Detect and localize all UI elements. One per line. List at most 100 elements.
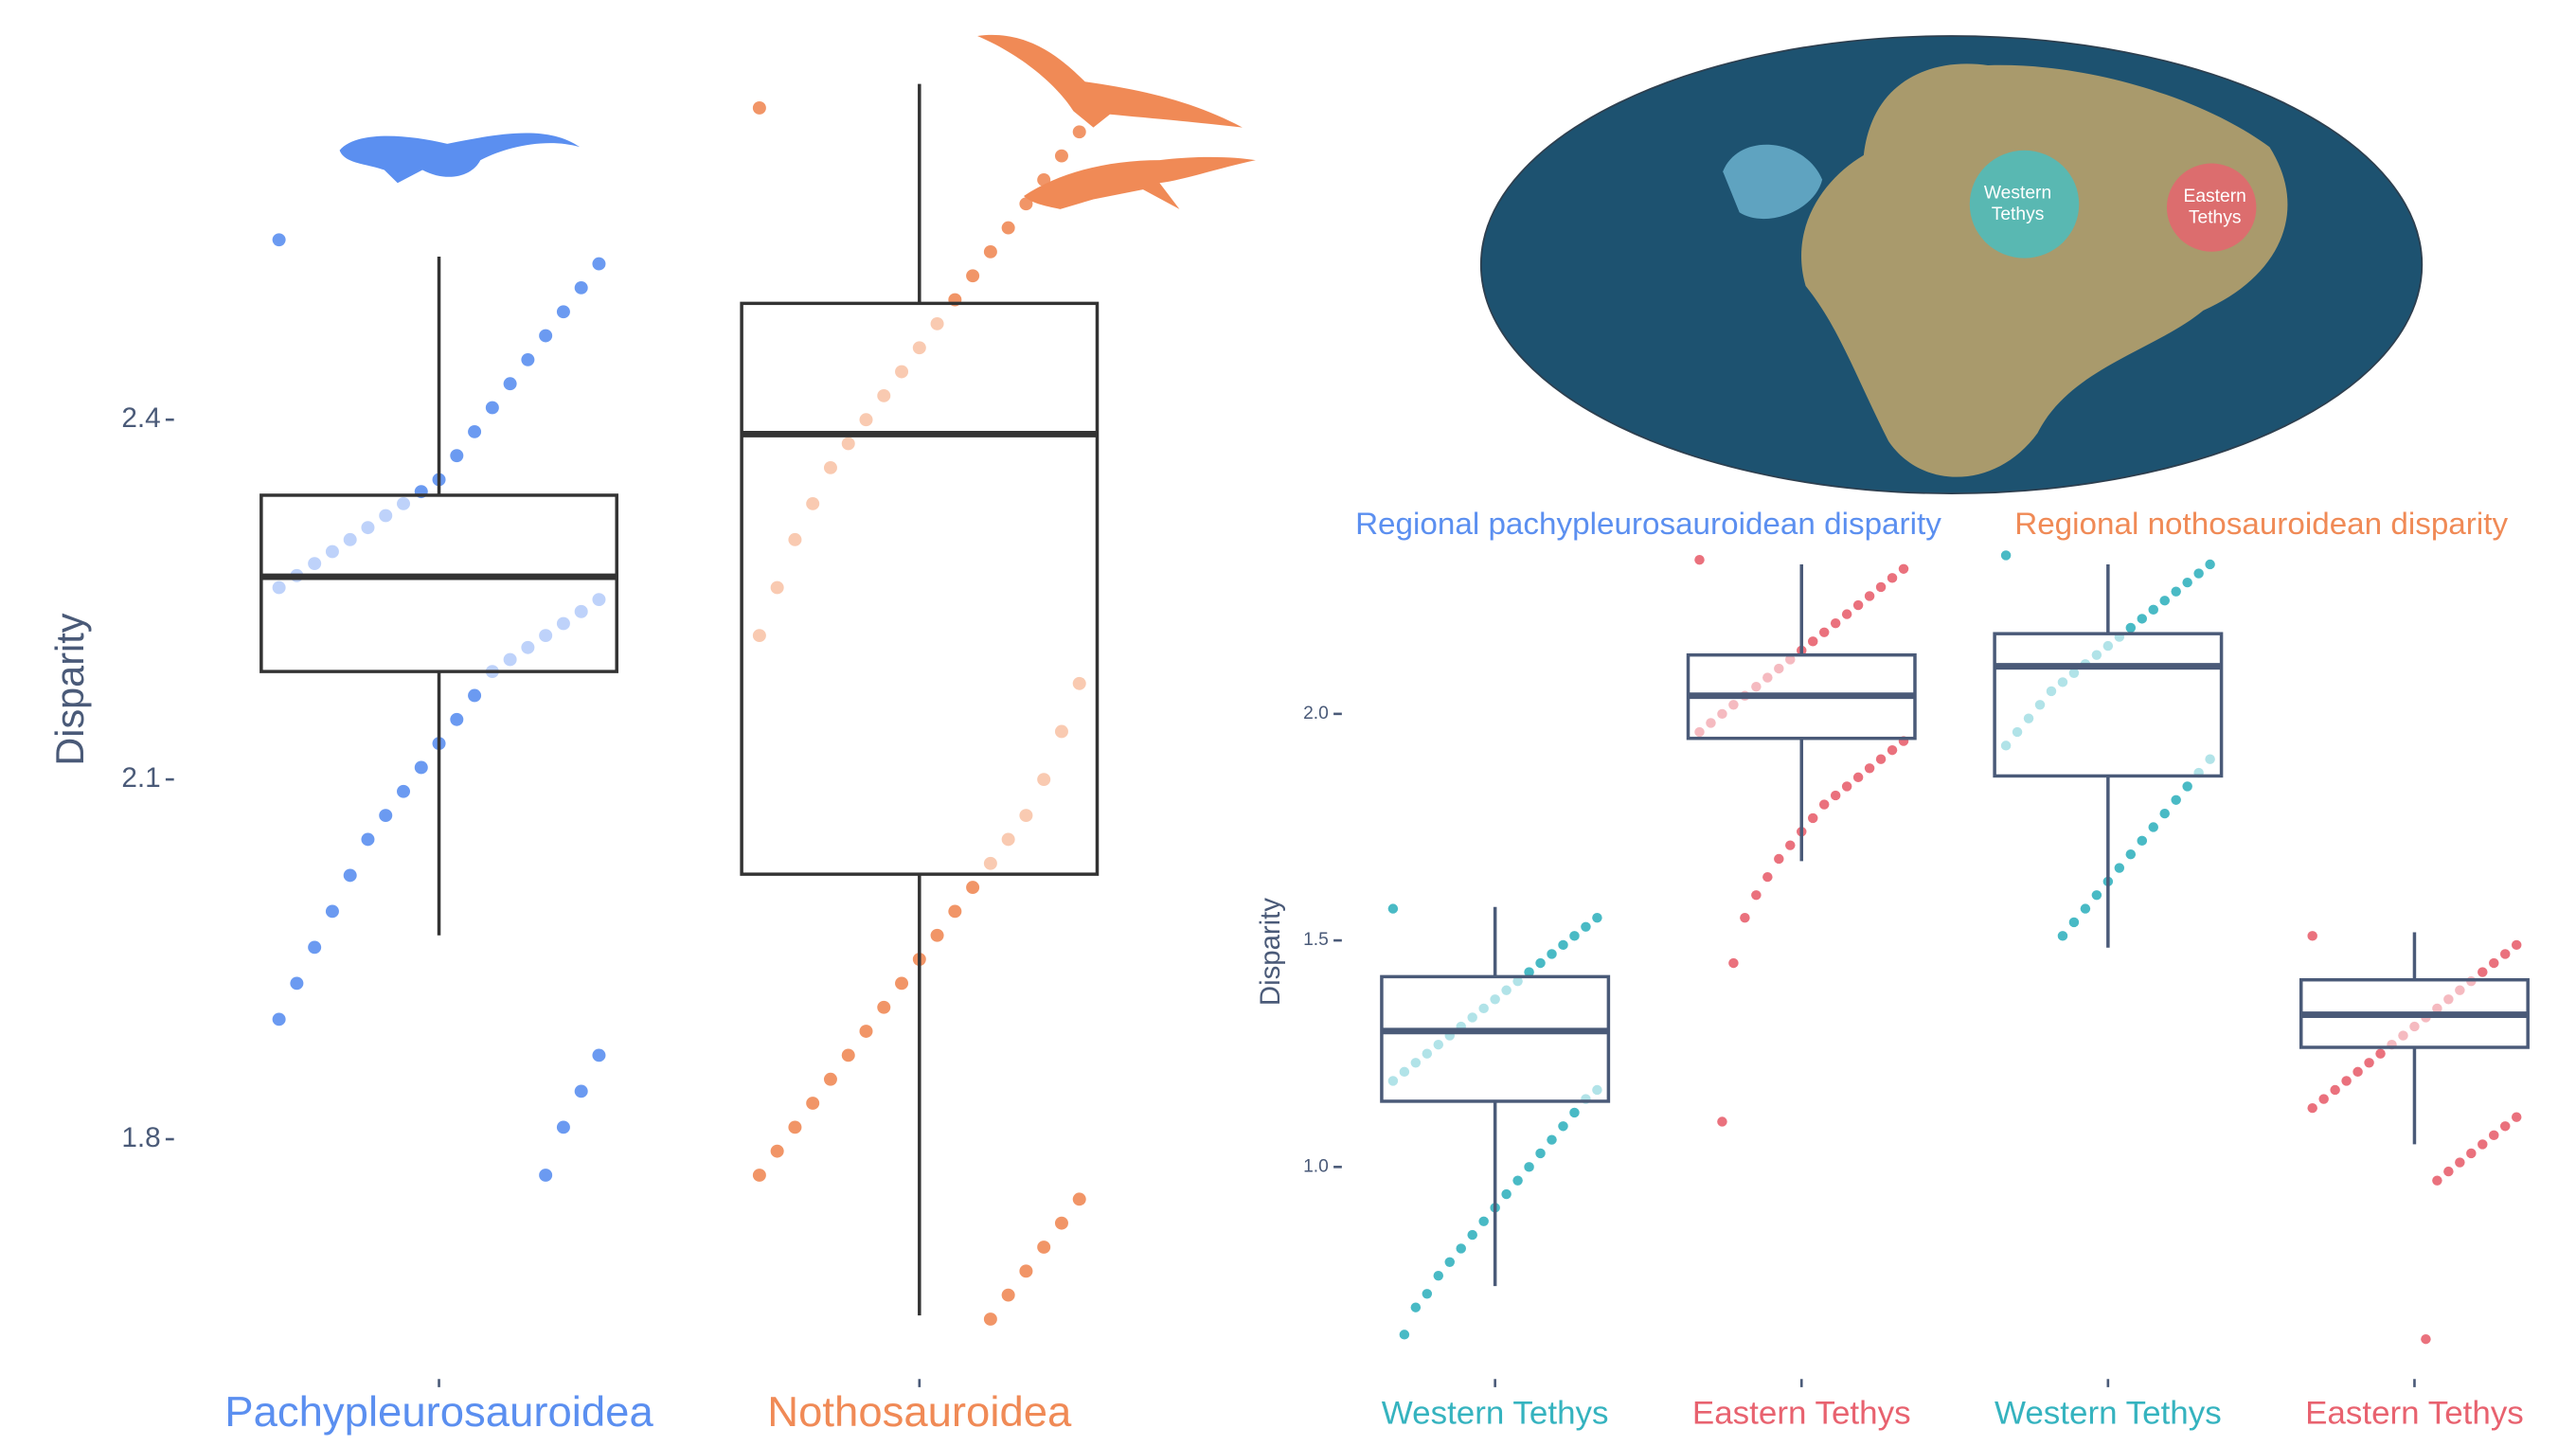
- jitter-point: [1774, 854, 1783, 864]
- jitter-point: [842, 1048, 855, 1062]
- jitter-point: [2364, 1058, 2373, 1067]
- y-axis-label: Disparity: [47, 613, 92, 765]
- jitter-point: [1808, 813, 1817, 823]
- jitter-point: [1478, 1217, 1488, 1226]
- jitter-point: [468, 689, 481, 703]
- jitter-point: [2024, 713, 2033, 723]
- jitter-point: [2092, 650, 2102, 659]
- jitter-point: [860, 1025, 873, 1038]
- jitter-point: [1073, 677, 1086, 690]
- jitter-point: [2069, 669, 2079, 678]
- jitter-point: [450, 449, 463, 462]
- jitter-point: [397, 785, 410, 798]
- jitter-point: [1411, 1058, 1421, 1067]
- jitter-point: [2489, 1131, 2498, 1140]
- jitter-point: [2478, 1139, 2487, 1149]
- jitter-point: [361, 833, 374, 847]
- jitter-point: [2138, 836, 2147, 846]
- jitter-point: [361, 521, 374, 534]
- jitter-point: [1501, 986, 1511, 995]
- jitter-point: [2058, 677, 2067, 687]
- jitter-point: [1865, 591, 1874, 600]
- map-label: EasternTethys: [2184, 187, 2246, 227]
- jitter-point: [415, 761, 428, 775]
- jitter-point: [1717, 709, 1726, 719]
- jitter-point: [1717, 1116, 1726, 1126]
- figure: WesternTethys EasternTethys Disparity1.8…: [0, 0, 2576, 1446]
- jitter-point: [344, 533, 357, 546]
- jitter-point: [1422, 1289, 1432, 1298]
- jitter-point: [1592, 913, 1601, 922]
- jitter-point: [931, 929, 944, 942]
- jitter-point: [521, 353, 534, 366]
- y-tick-label: 1.5: [1303, 930, 1329, 950]
- nothosaur-silhouette: [977, 35, 1243, 128]
- page: WesternTethys EasternTethys Disparity1.8…: [0, 0, 2576, 1446]
- jitter-point: [1694, 727, 1704, 737]
- jitter-point: [1740, 913, 1749, 922]
- jitter-point: [2478, 967, 2487, 976]
- jitter-point: [1478, 1004, 1488, 1013]
- jitter-point: [2182, 781, 2191, 791]
- jitter-point: [1558, 940, 1567, 950]
- jitter-point: [290, 976, 303, 990]
- jitter-point: [1535, 1149, 1545, 1158]
- jitter-point: [2193, 568, 2203, 578]
- jitter-point: [1019, 1264, 1032, 1277]
- jitter-point: [397, 497, 410, 510]
- jitter-point: [2500, 1121, 2510, 1131]
- x-tick-label: Western Tethys: [1382, 1396, 1609, 1432]
- jitter-point: [877, 1001, 890, 1014]
- jitter-point: [1774, 664, 1783, 673]
- jitter-point: [1490, 994, 1499, 1004]
- jitter-point: [1547, 949, 1556, 958]
- jitter-point: [788, 1120, 801, 1134]
- jitter-point: [1073, 125, 1086, 138]
- jitter-point: [1002, 833, 1015, 847]
- jitter-point: [753, 1169, 766, 1182]
- jitter-point: [1456, 1243, 1465, 1253]
- jitter-point: [1019, 809, 1032, 822]
- jitter-point: [2307, 1103, 2317, 1113]
- jitter-point: [1706, 718, 1715, 727]
- jitter-point: [1751, 682, 1761, 691]
- jitter-point: [966, 881, 979, 894]
- jitter-point: [468, 425, 481, 438]
- jitter-point: [842, 437, 855, 451]
- y-tick-label: 2.1: [121, 762, 160, 794]
- jitter-point: [1434, 1271, 1443, 1280]
- jitter-point: [860, 413, 873, 426]
- jitter-point: [273, 233, 286, 246]
- jitter-point: [1728, 958, 1738, 968]
- jitter-point: [2512, 940, 2521, 950]
- jitter-point: [575, 605, 588, 618]
- jitter-point: [2500, 949, 2510, 958]
- jitter-point: [2421, 1334, 2430, 1344]
- jitter-point: [2001, 550, 2011, 560]
- jitter-point: [2171, 795, 2180, 805]
- jitter-point: [1037, 173, 1050, 187]
- jitter-point: [1002, 1289, 1015, 1302]
- jitter-point: [2330, 1085, 2339, 1095]
- jitter-point: [2205, 755, 2214, 764]
- jitter-point: [1592, 1085, 1601, 1095]
- jitter-point: [2205, 560, 2214, 569]
- jitter-point: [1762, 872, 1772, 882]
- jitter-point: [931, 317, 944, 330]
- jitter-point: [913, 341, 926, 354]
- jitter-point: [2058, 931, 2067, 940]
- jitter-point: [1501, 1189, 1511, 1199]
- jitter-point: [895, 976, 908, 990]
- jitter-point: [1524, 1162, 1533, 1171]
- jitter-point: [557, 305, 570, 318]
- jitter-point: [1388, 1076, 1398, 1085]
- box: [1995, 634, 2221, 776]
- jitter-point: [1751, 890, 1761, 900]
- jitter-point: [592, 593, 605, 606]
- jitter-point: [1762, 672, 1772, 682]
- jitter-point: [1422, 1049, 1432, 1059]
- jitter-point: [379, 509, 392, 523]
- y-tick-label: 2.4: [121, 402, 160, 434]
